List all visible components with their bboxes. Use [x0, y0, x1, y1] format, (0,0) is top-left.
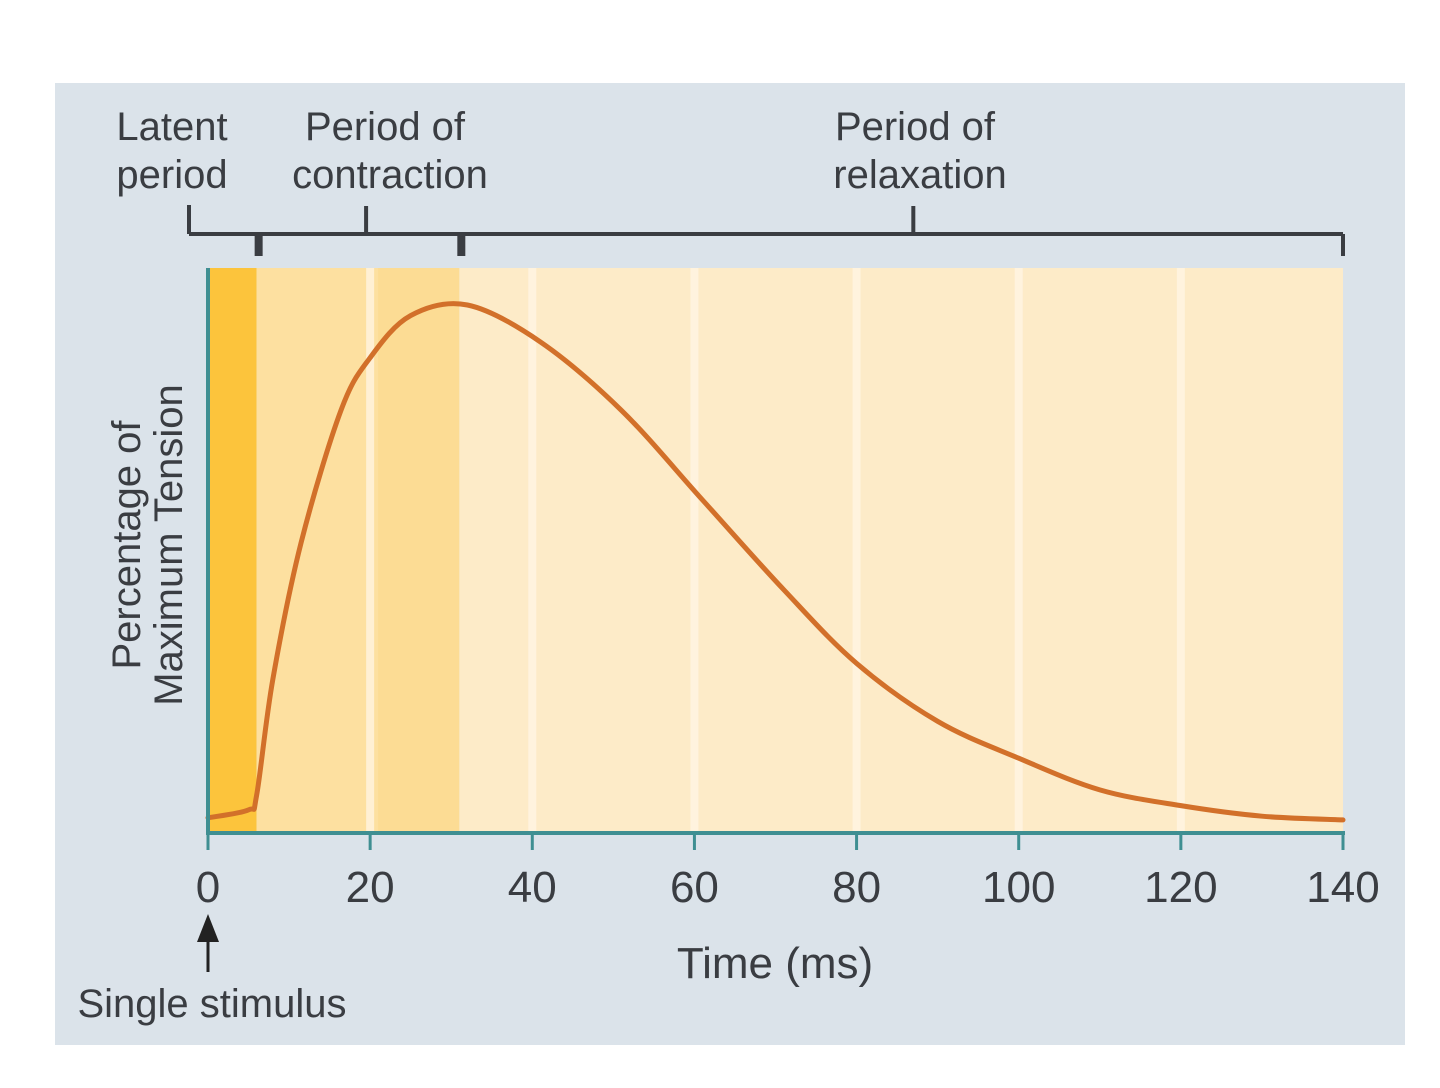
x-tick-label-100: 100 — [982, 863, 1055, 912]
x-tick-label-60: 60 — [670, 863, 719, 912]
tension-curve — [205, 301, 1346, 823]
phase-label-latent-1: Latent — [116, 105, 227, 149]
phase-label-relaxation-1: Period of — [835, 105, 996, 149]
stripe-120 — [1176, 268, 1185, 832]
phase-label-contraction-1: Period of — [305, 105, 466, 149]
stripe-60 — [690, 268, 699, 832]
stimulus-arrow-icon — [197, 914, 219, 972]
stimulus-annotation: Single stimulus — [77, 982, 346, 1026]
phase-brackets — [187, 205, 1345, 256]
stripe-80 — [852, 268, 861, 832]
x-tick-label-140: 140 — [1306, 863, 1379, 912]
phase-bands — [208, 268, 1344, 832]
phase-band-0 — [208, 268, 257, 832]
x-tick-label-20: 20 — [346, 863, 395, 912]
stripe-40 — [528, 268, 537, 832]
stripe-20 — [366, 268, 375, 832]
y-axis-label-line1: Percentage of — [105, 420, 149, 670]
phase-band-shade — [378, 268, 460, 832]
phase-label-relaxation-2: relaxation — [833, 153, 1006, 197]
x-tick-label-80: 80 — [832, 863, 881, 912]
background-stripes — [366, 268, 1185, 832]
phase-band-2 — [459, 268, 1344, 832]
x-axis-label: Time (ms) — [677, 939, 873, 988]
x-ticks: 0 20 40 60 80 100 120 140 — [196, 833, 1380, 912]
x-tick-label-0: 0 — [196, 863, 220, 912]
phase-label-contraction-2: contraction — [292, 153, 488, 197]
x-tick-label-120: 120 — [1144, 863, 1217, 912]
stripe-100 — [1014, 268, 1023, 832]
phase-label-latent-2: period — [116, 153, 227, 197]
x-tick-label-40: 40 — [508, 863, 557, 912]
y-axis-label-line2: Maximum Tension — [147, 384, 191, 706]
